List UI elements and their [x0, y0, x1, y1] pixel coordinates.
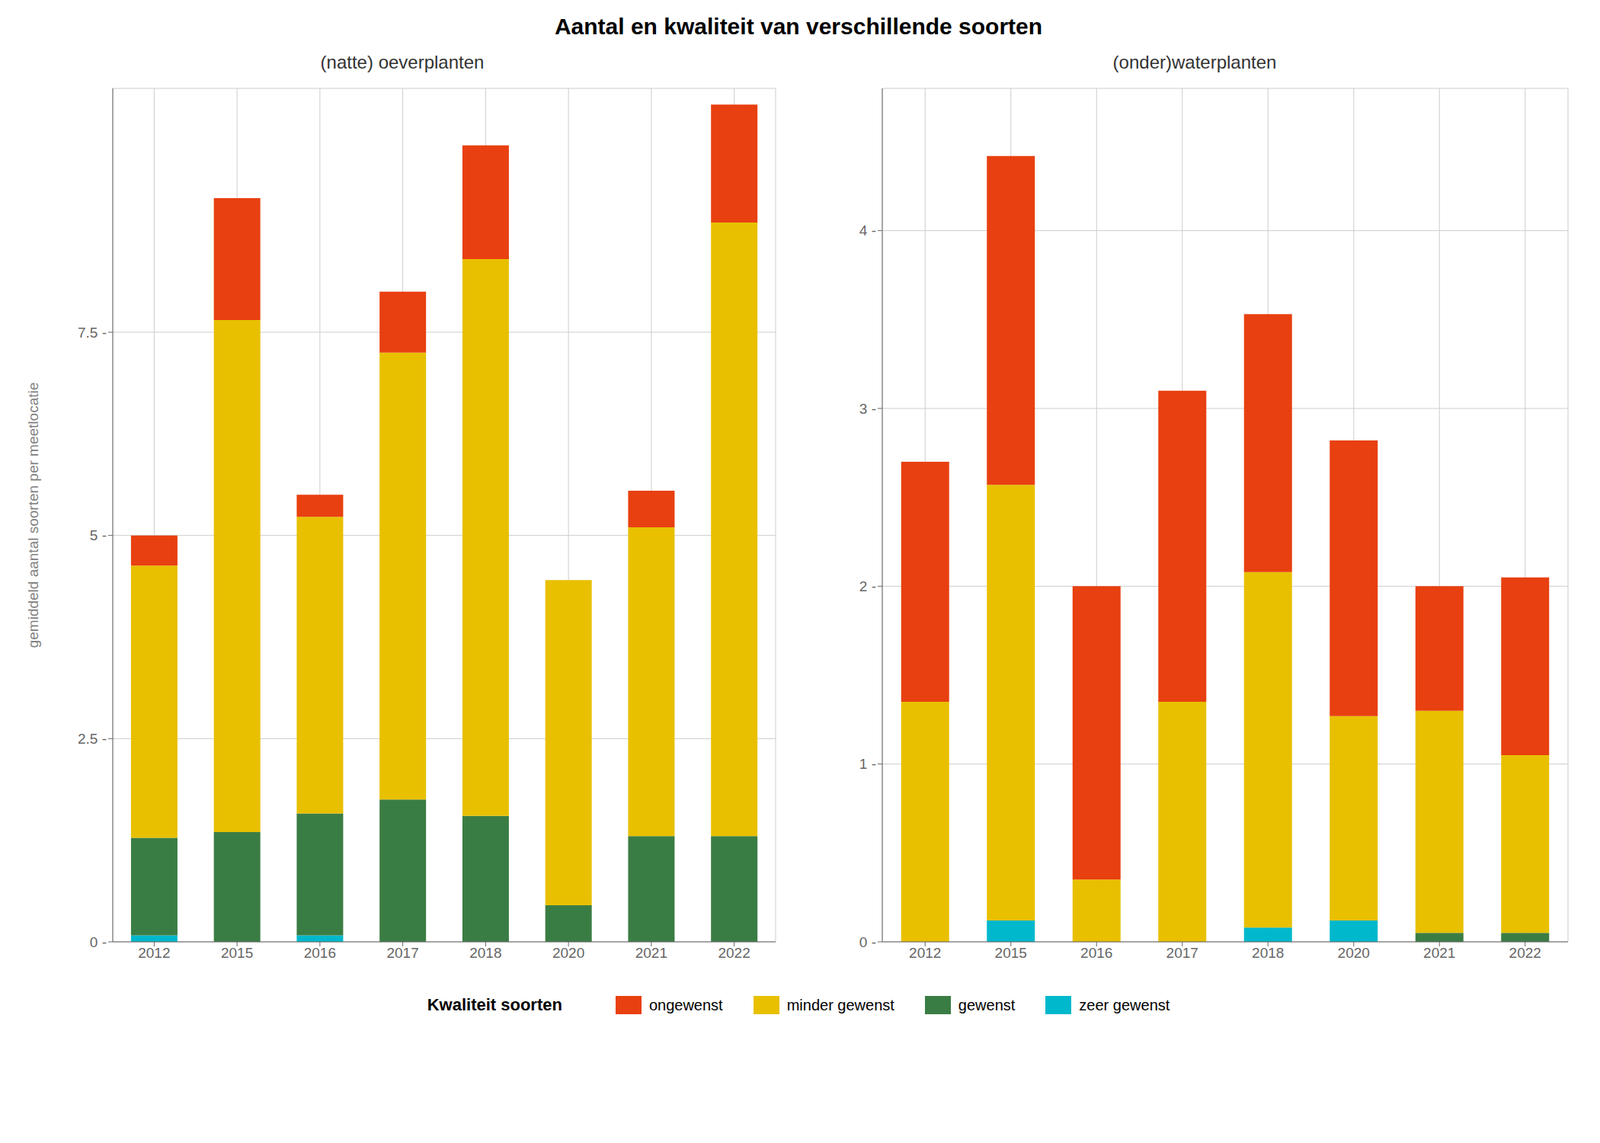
svg-text:2020: 2020 [1337, 944, 1370, 961]
html-text:Aantal en kwaliteit van versch: Aantal en kwaliteit van verschillende so… [554, 13, 1043, 39]
svg-text:2 -: 2 - [859, 578, 877, 595]
svg-text:3 -: 3 - [859, 400, 877, 417]
svg-text:5 -: 5 - [89, 527, 107, 544]
svg-text:4 -: 4 - [859, 222, 877, 239]
svg-text:2017: 2017 [1166, 944, 1199, 961]
html-text:minder gewenst: minder gewenst [786, 996, 895, 1013]
svg-text:2.5 -: 2.5 - [77, 730, 107, 747]
svg-text:2020: 2020 [552, 944, 585, 961]
svg-text:2016: 2016 [304, 944, 336, 961]
svg-text:2012: 2012 [908, 944, 941, 961]
html-text:zeer gewenst: zeer gewenst [1079, 996, 1170, 1013]
svg-text:2021: 2021 [1423, 944, 1456, 961]
svg-text:2012: 2012 [137, 944, 170, 961]
svg-text:2018: 2018 [1251, 944, 1284, 961]
svg-text:2018: 2018 [469, 944, 502, 961]
svg-text:gemiddeld aantal soorten per m: gemiddeld aantal soorten per meetlocatie [25, 382, 42, 649]
html-text:(onder)waterplanten: (onder)waterplanten [1112, 51, 1277, 73]
svg-text:2016: 2016 [1080, 944, 1113, 961]
svg-text:2015: 2015 [995, 944, 1028, 961]
html-text:Kwaliteit soorten: Kwaliteit soorten [427, 995, 563, 1015]
svg-text:2017: 2017 [386, 944, 419, 961]
svg-text:2022: 2022 [717, 944, 750, 961]
svg-text:0 -: 0 - [89, 934, 107, 951]
svg-text:7.5 -: 7.5 - [77, 324, 107, 341]
html-text:ongewenst: ongewenst [649, 996, 723, 1013]
svg-text:0 -: 0 - [859, 934, 877, 951]
svg-text:2015: 2015 [220, 944, 253, 961]
svg-text:1 -: 1 - [859, 755, 877, 772]
html-text:(natte) oeverplanten: (natte) oeverplanten [320, 51, 485, 73]
svg-text:2022: 2022 [1509, 944, 1542, 961]
html-text:gewenst: gewenst [958, 996, 1016, 1013]
svg-text:2021: 2021 [635, 944, 668, 961]
